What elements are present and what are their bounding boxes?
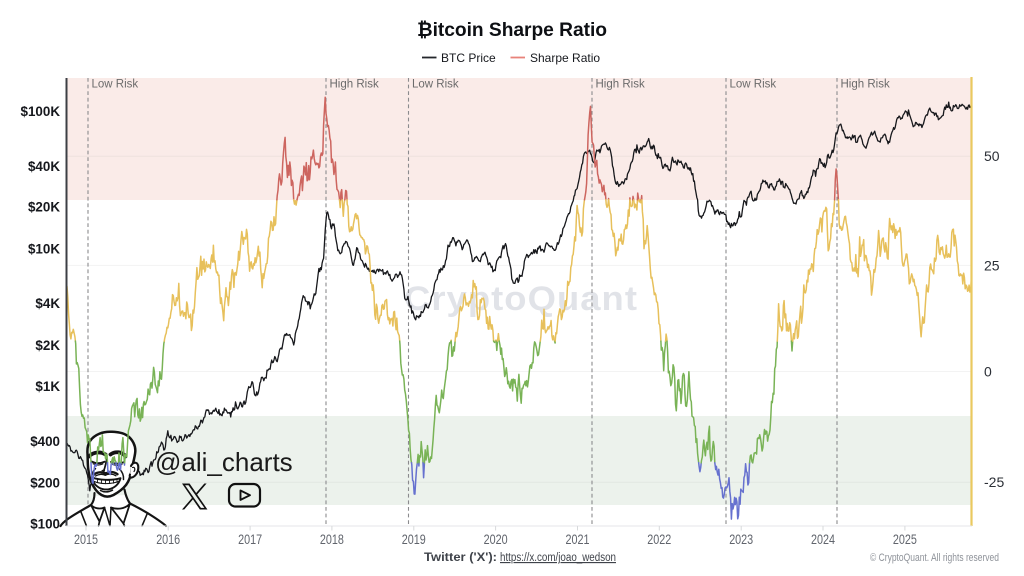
svg-text:2016: 2016 (156, 532, 180, 547)
svg-text:https://x.com/joao_wedson: https://x.com/joao_wedson (500, 552, 616, 564)
svg-text:2015: 2015 (74, 532, 98, 547)
svg-text:0: 0 (984, 364, 992, 380)
svg-text:-25: -25 (984, 474, 1004, 490)
svg-text:2024: 2024 (811, 532, 835, 547)
svg-text:High Risk: High Risk (330, 79, 379, 91)
svg-text:2023: 2023 (729, 532, 753, 547)
svg-text:CryptoQuant: CryptoQuant (404, 280, 638, 318)
svg-text:© CryptoQuant. All rights rese: © CryptoQuant. All rights reserved (870, 552, 999, 564)
svg-text:$4K: $4K (35, 296, 60, 311)
svg-text:High Risk: High Risk (596, 79, 645, 91)
svg-text:$100: $100 (30, 517, 60, 532)
svg-text:$1K: $1K (35, 379, 60, 394)
svg-text:$40K: $40K (28, 159, 60, 174)
svg-text:2022: 2022 (647, 532, 671, 547)
svg-text:$10K: $10K (28, 242, 60, 257)
svg-text:₿itcoin Sharpe Ratio: ₿itcoin Sharpe Ratio (417, 20, 607, 41)
svg-text:@ali_charts: @ali_charts (155, 447, 293, 477)
svg-text:Low Risk: Low Risk (412, 79, 459, 91)
svg-text:25: 25 (984, 257, 1000, 273)
svg-text:50: 50 (984, 148, 1000, 164)
svg-text:Sharpe Ratio: Sharpe Ratio (530, 51, 600, 65)
svg-text:2021: 2021 (566, 532, 590, 547)
svg-text:Twitter ('X'):: Twitter ('X'): (424, 552, 497, 564)
svg-text:$20K: $20K (28, 200, 60, 215)
svg-text:High Risk: High Risk (841, 79, 890, 91)
svg-text:2017: 2017 (238, 532, 262, 547)
svg-text:2019: 2019 (402, 532, 426, 547)
svg-text:$200: $200 (30, 475, 60, 490)
svg-text:2025: 2025 (893, 532, 917, 547)
svg-text:$100K: $100K (21, 104, 61, 119)
svg-text:Low Risk: Low Risk (730, 79, 777, 91)
svg-text:BTC Price: BTC Price (441, 51, 496, 65)
svg-text:$2K: $2K (35, 338, 60, 353)
svg-text:$400: $400 (30, 434, 60, 449)
svg-text:2018: 2018 (320, 532, 344, 547)
svg-text:Low Risk: Low Risk (92, 79, 139, 91)
svg-text:2020: 2020 (484, 532, 508, 547)
